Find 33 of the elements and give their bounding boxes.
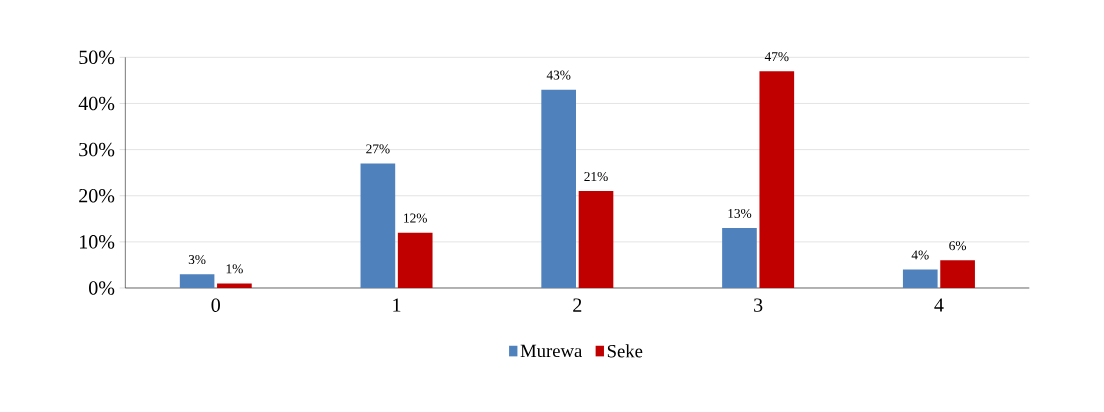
data-label: 43% — [546, 70, 571, 80]
data-label: 47% — [764, 52, 789, 62]
x-tick-label: 0 — [211, 298, 220, 312]
data-label: 21% — [584, 172, 608, 182]
y-tick-label: 40% — [78, 96, 115, 111]
y-tick-label: 10% — [80, 235, 115, 249]
data-label: 27% — [366, 144, 390, 154]
legend-label: Murewa — [520, 344, 583, 358]
data-label: 13% — [728, 208, 752, 218]
data-label: 12% — [404, 213, 427, 223]
data-label: 4% — [911, 250, 929, 260]
x-tick-label: 2 — [573, 298, 582, 312]
bar — [541, 89, 576, 288]
y-tick-label: 20% — [79, 188, 115, 203]
bar — [217, 283, 252, 288]
y-tick-label: 30% — [79, 142, 115, 157]
data-label: 1% — [226, 264, 243, 274]
data-label: 3% — [188, 255, 206, 265]
bar — [759, 71, 795, 288]
bar — [179, 274, 215, 288]
bar — [722, 228, 757, 288]
y-tick-label: 50% — [79, 50, 115, 65]
legend-label: Seke — [607, 344, 643, 358]
x-tick-label: 3 — [754, 298, 763, 312]
x-tick-label: 1 — [393, 298, 401, 312]
bar — [360, 163, 396, 288]
x-tick-label: 4 — [934, 298, 944, 312]
bar — [902, 269, 938, 288]
data-label: 6% — [949, 241, 967, 251]
bar — [940, 260, 975, 288]
bar — [578, 191, 614, 288]
bar — [397, 232, 433, 288]
y-tick-label: 0% — [89, 281, 115, 295]
